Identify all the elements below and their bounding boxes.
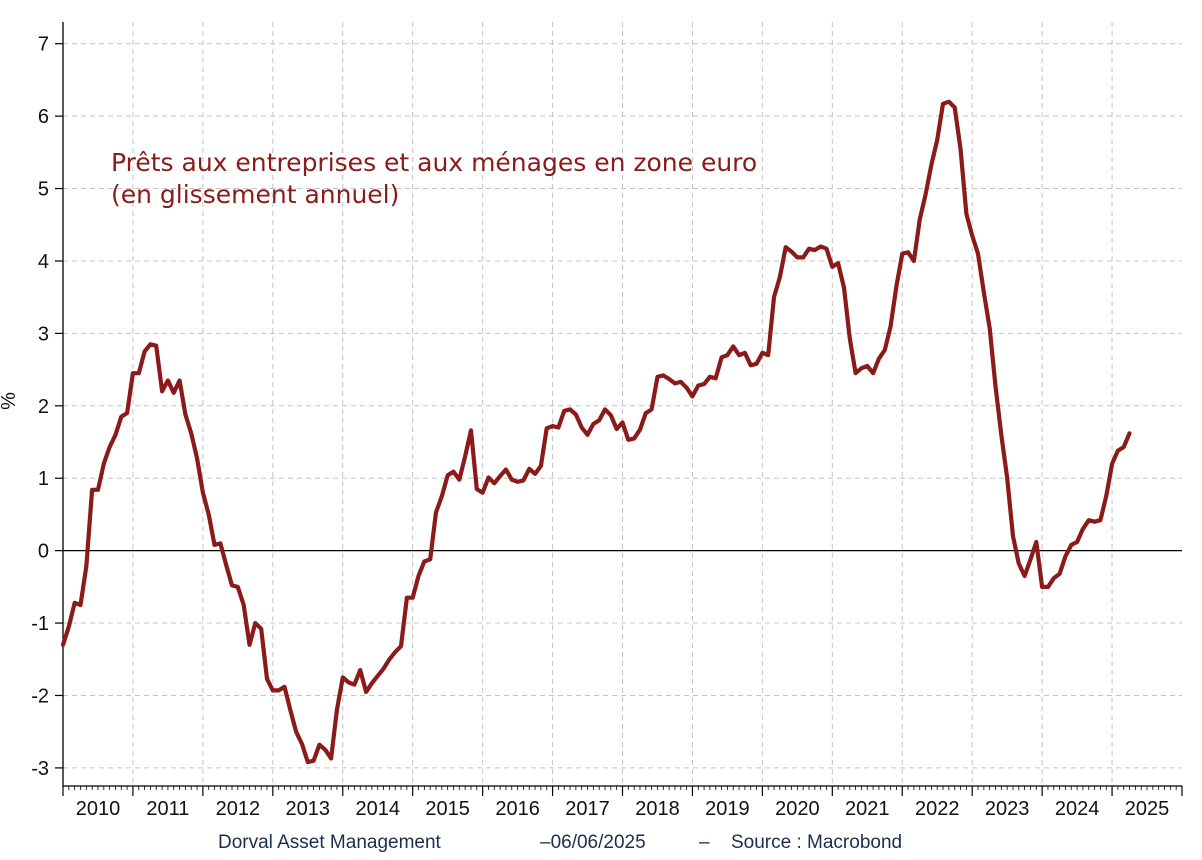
- x-tick-label: 2016: [495, 798, 540, 820]
- series-line: [60, 99, 1132, 765]
- y-tick-label: -2: [31, 685, 49, 707]
- x-tick-labels: 2010 2011 2012 2013 2014 2015 2016 2017 2018 2019…: [76, 798, 1170, 820]
- x-tick-label: 2020: [775, 798, 820, 820]
- x-tick-label: 2013: [286, 798, 331, 820]
- footer-date: –06/06/2025: [540, 832, 646, 853]
- y-tick-label: 1: [38, 468, 49, 490]
- x-tick-label: 2023: [985, 798, 1030, 820]
- x-tick-label: 2021: [845, 798, 890, 820]
- data-points: [62, 101, 1130, 763]
- y-tick-label: 4: [38, 251, 49, 273]
- chart-annotation-line-1: Prêts aux entreprises et aux ménages en …: [111, 148, 757, 177]
- x-tick-label: 2022: [915, 798, 960, 820]
- y-tick-label: 3: [38, 323, 49, 345]
- x-tick-label: 2010: [76, 798, 121, 820]
- chart-annotation-line-2: (en glissement annuel): [111, 180, 399, 209]
- x-tick-label: 2018: [635, 798, 680, 820]
- footer-separator: –: [699, 832, 710, 853]
- x-tick-label: 2012: [216, 798, 261, 820]
- x-tick-label: 2025: [1125, 798, 1170, 820]
- x-tick-label: 2017: [565, 798, 610, 820]
- y-tick-label: 0: [38, 541, 49, 563]
- footer: Dorval Asset Management –06/06/2025 – So…: [0, 826, 1202, 860]
- x-tick-label: 2011: [146, 798, 189, 820]
- y-tick-labels: -3 -2 -1 0 1 2 3 4 5 6 7: [31, 34, 49, 780]
- y-tick-label: 2: [38, 396, 49, 418]
- grid-lines: [63, 22, 1182, 786]
- x-tick-label: 2019: [705, 798, 750, 820]
- footer-publisher: Dorval Asset Management: [218, 832, 441, 853]
- x-tick-label: 2024: [1055, 798, 1100, 820]
- y-tick-label: 5: [38, 179, 49, 201]
- axes: [55, 22, 1183, 796]
- y-tick-label: -3: [31, 758, 49, 780]
- y-tick-label: 6: [38, 106, 49, 128]
- y-axis-label: %: [0, 392, 20, 410]
- y-tick-label: 7: [38, 34, 49, 56]
- x-tick-label: 2015: [425, 798, 470, 820]
- y-tick-label: -1: [31, 613, 49, 635]
- footer-source: Source : Macrobond: [731, 832, 903, 853]
- x-tick-label: 2014: [355, 798, 400, 820]
